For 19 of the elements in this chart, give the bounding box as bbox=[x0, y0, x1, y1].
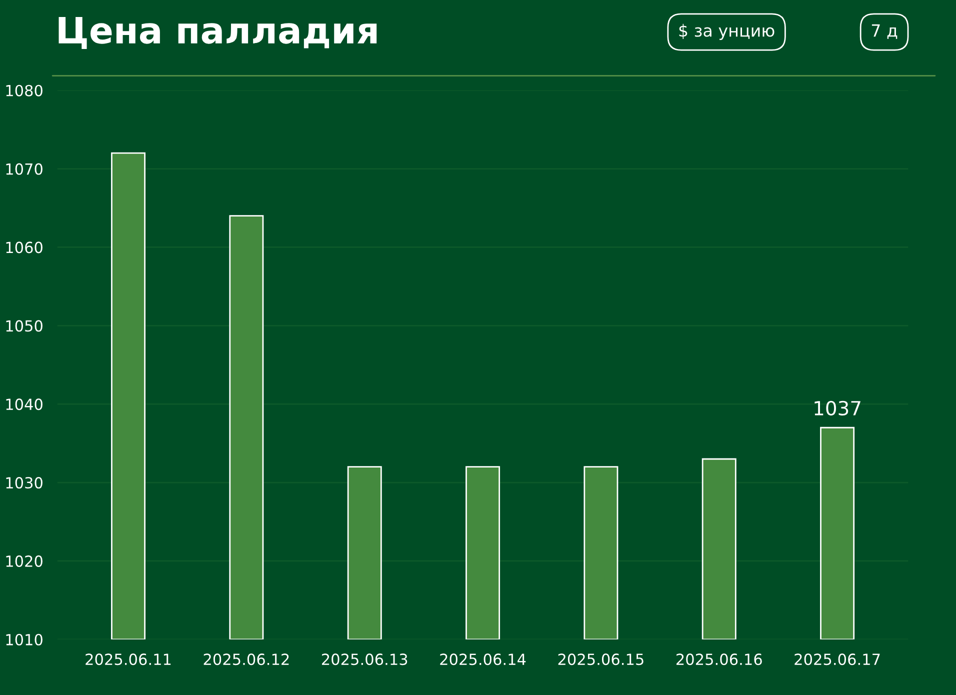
x-tick-label: 2025.06.17 bbox=[794, 654, 880, 666]
text: 7 д bbox=[872, 24, 898, 39]
y-tick-label: 1050 bbox=[6, 320, 42, 332]
x-tick-label: 2025.06.16 bbox=[676, 654, 762, 666]
text: $ за унцию bbox=[679, 24, 774, 40]
y-tick-label: 1020 bbox=[6, 555, 42, 567]
x-tick-label: 2025.06.11 bbox=[86, 654, 171, 666]
y-tick-label: 1010 bbox=[6, 634, 42, 646]
chart-title: Цена палладия bbox=[58, 16, 377, 49]
y-tick-label: 1080 bbox=[6, 84, 42, 96]
x-tick-label: 2025.06.15 bbox=[558, 654, 644, 666]
y-tick-label: 1040 bbox=[6, 398, 42, 410]
x-tick-label: 2025.06.12 bbox=[204, 654, 289, 666]
y-tick-label: 1030 bbox=[6, 476, 42, 489]
x-tick-label: 2025.06.14 bbox=[440, 654, 526, 666]
x-tick-label: 2025.06.13 bbox=[322, 654, 408, 666]
y-tick-label: 1070 bbox=[6, 163, 42, 175]
y-tick-label: 1060 bbox=[6, 242, 42, 254]
data-label: 1037 bbox=[814, 400, 860, 416]
